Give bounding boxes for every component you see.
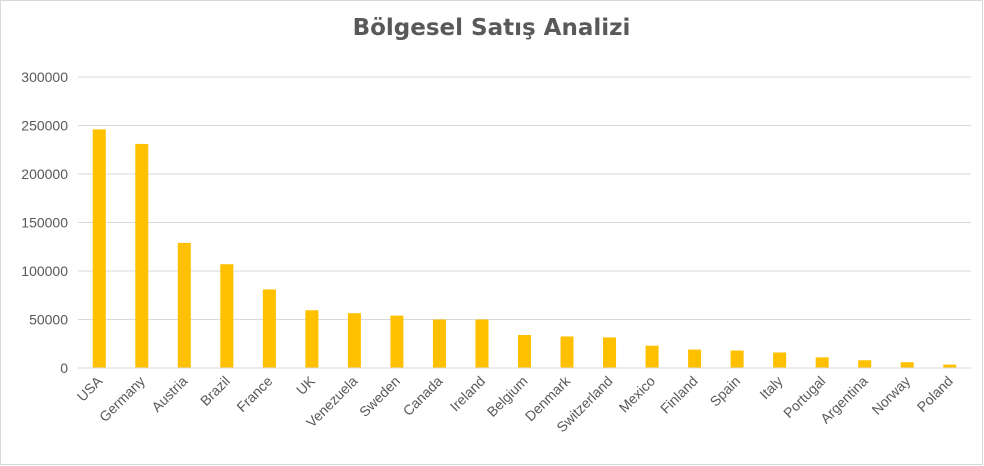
x-tick-label: Brazil <box>197 373 233 409</box>
y-tick-label: 0 <box>60 360 68 376</box>
y-tick-label: 100000 <box>21 263 68 279</box>
bar-switzerland <box>603 337 617 368</box>
bar-finland <box>688 349 702 368</box>
bar-argentina <box>858 360 872 368</box>
bar-austria <box>177 242 191 368</box>
x-tick-label: USA <box>74 372 106 404</box>
y-tick-label: 200000 <box>21 166 68 182</box>
x-tick-label: Mexico <box>616 373 659 416</box>
bar-uk <box>305 310 319 368</box>
bar-france <box>262 289 276 368</box>
x-tick-label: Norway <box>868 373 913 418</box>
bar-denmark <box>560 336 574 368</box>
bar-poland <box>943 364 957 368</box>
x-tick-label: Argentina <box>817 373 871 427</box>
bar-canada <box>432 319 446 368</box>
x-tick-label: Italy <box>756 373 785 402</box>
bar-brazil <box>220 264 234 368</box>
x-tick-label: Germany <box>96 373 148 425</box>
x-tick-label: Finland <box>657 373 701 417</box>
x-tick-label: Ireland <box>447 373 489 415</box>
y-tick-label: 300000 <box>21 69 68 85</box>
bar-mexico <box>645 345 659 368</box>
bar-italy <box>773 352 787 368</box>
bar-usa <box>92 129 106 368</box>
bar-sweden <box>390 315 404 368</box>
bar-venezuela <box>347 313 361 368</box>
x-tick-label: Austria <box>148 373 190 415</box>
bar-belgium <box>518 335 531 368</box>
chart-title: Bölgesel Satış Analizi <box>352 15 631 41</box>
x-tick-label: Spain <box>707 373 744 410</box>
bar-spain <box>730 350 744 368</box>
y-tick-label: 150000 <box>21 215 68 231</box>
bar-norway <box>900 362 914 368</box>
x-tick-label: UK <box>293 372 319 398</box>
x-tick-label: France <box>233 373 275 415</box>
bar-germany <box>135 143 149 368</box>
y-tick-label: 50000 <box>29 312 68 328</box>
x-tick-label: Poland <box>914 373 956 415</box>
y-tick-label: 250000 <box>21 118 68 134</box>
bar-portugal <box>815 357 829 368</box>
x-tick-label: Sweden <box>356 373 403 420</box>
x-tick-label: Canada <box>400 373 446 419</box>
bar-ireland <box>475 319 489 368</box>
